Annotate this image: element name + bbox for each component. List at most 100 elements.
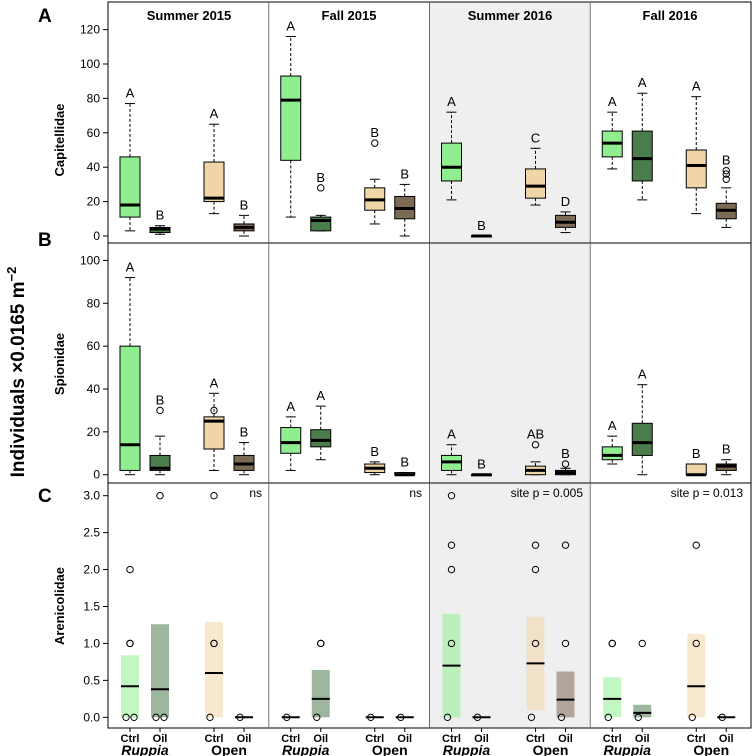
y-tick-label: 3.0 — [83, 489, 100, 503]
box-plot: B — [394, 455, 416, 477]
x-category-label: Ctrl — [281, 733, 300, 745]
site-label-ruppia: Ruppia — [604, 742, 652, 756]
outlier-point — [210, 406, 218, 415]
boxgroup-a-0: A B A B — [119, 86, 255, 237]
box-plot: AB — [525, 427, 546, 476]
panel-letter-b: B — [38, 230, 52, 251]
shaded-season-background — [429, 2, 591, 728]
box-plot: B — [364, 125, 386, 225]
y-tick-label: 2.0 — [83, 563, 100, 577]
y-tick-label: 0 — [93, 468, 100, 482]
box-plot: A — [280, 18, 302, 218]
significance-letter: B — [477, 457, 486, 472]
x-category-label: Oil — [313, 733, 328, 745]
x-category-label: Oil — [237, 733, 252, 745]
x-category-label: Ctrl — [603, 733, 622, 745]
ci-band — [556, 671, 575, 718]
note-summer-2016: site p = 0.005 — [511, 486, 584, 500]
box-iqr — [631, 422, 653, 456]
y-label-arenicolidae: Arenicolidae — [52, 567, 67, 645]
box-iqr — [525, 168, 546, 199]
box-plot: B — [310, 170, 332, 232]
data-point — [608, 639, 616, 648]
data-point — [527, 713, 536, 722]
site-label-open: Open — [372, 742, 408, 756]
data-point — [473, 713, 482, 722]
bargroup-c-1 — [281, 639, 414, 722]
site-label-open: Open — [533, 742, 569, 756]
x-category-label: Ctrl — [365, 733, 384, 745]
data-point — [210, 639, 218, 648]
significance-letter: AB — [527, 427, 544, 442]
data-point — [561, 541, 570, 549]
outlier-point — [371, 139, 379, 147]
significance-letter: A — [638, 367, 647, 382]
box-plot: A — [441, 427, 462, 476]
mean-bar — [205, 491, 223, 722]
significance-letter: A — [447, 427, 456, 442]
data-point — [638, 639, 646, 648]
x-category-label: Oil — [153, 733, 168, 745]
box-plot: B — [364, 444, 386, 476]
note-fall-2016: site p = 0.013 — [671, 486, 744, 500]
significance-letter: A — [608, 94, 617, 109]
significance-letter: B — [400, 166, 409, 181]
data-point — [692, 541, 700, 549]
data-point — [531, 565, 540, 574]
y-axis-title-text: Individuals ×0.0165 m — [8, 281, 29, 477]
significance-letter: A — [638, 75, 647, 90]
box-iqr — [601, 446, 623, 461]
mean-bar — [311, 639, 330, 722]
mean-bar — [151, 491, 169, 722]
panel-letter-c: C — [38, 486, 52, 507]
boxgroup-b-0: A B A B — [119, 260, 255, 476]
significance-letter: D — [561, 194, 570, 209]
data-point — [557, 713, 566, 722]
mean-bar — [472, 713, 491, 722]
mean-bar — [365, 713, 384, 722]
data-point — [447, 491, 456, 500]
data-point — [531, 639, 540, 648]
season-title-fall-2016: Fall 2016 — [643, 8, 698, 23]
data-point — [692, 639, 700, 648]
y-tick-label: 60 — [87, 339, 101, 353]
x-category-label: Ctrl — [205, 733, 224, 745]
y-axis-a: 0 20 40 60 80 100 120 — [80, 23, 109, 243]
mean-bar — [717, 713, 736, 722]
significance-letter: B — [370, 444, 379, 459]
data-point — [126, 639, 134, 648]
box-iqr — [280, 75, 302, 161]
box-plot: A — [441, 94, 462, 201]
data-point — [152, 713, 160, 722]
y-tick-label: 1.5 — [83, 600, 100, 614]
mean-bar — [526, 541, 545, 722]
data-point — [317, 639, 325, 648]
significance-letter: A — [316, 388, 325, 403]
outlier-point — [722, 166, 730, 175]
ci-band — [603, 677, 622, 718]
outlier-point — [156, 406, 164, 415]
site-label-ruppia: Ruppia — [121, 742, 169, 756]
significance-letter: A — [608, 418, 617, 433]
data-point — [561, 639, 570, 648]
site-label-ruppia: Ruppia — [443, 742, 491, 756]
box-plot: B — [555, 446, 576, 476]
x-category-label: Ctrl — [687, 733, 706, 745]
box-iqr — [685, 149, 707, 189]
ci-band — [205, 622, 223, 718]
data-point — [313, 713, 321, 722]
box-plot: A — [119, 86, 141, 232]
mean-bar — [395, 713, 414, 722]
y-tick-label: 1.0 — [83, 636, 100, 650]
y-label-capitellidae: Capitellidae — [52, 104, 67, 177]
y-label-spionidae: Spionidae — [52, 333, 67, 395]
significance-letter: A — [210, 106, 219, 121]
significance-letter: B — [722, 442, 731, 457]
site-label-ruppia: Ruppia — [282, 742, 330, 756]
boxgroup-b-3: A A B B — [601, 367, 737, 477]
box-plot: A — [601, 418, 623, 465]
x-category-label: Oil — [474, 733, 489, 745]
data-point — [283, 713, 291, 722]
